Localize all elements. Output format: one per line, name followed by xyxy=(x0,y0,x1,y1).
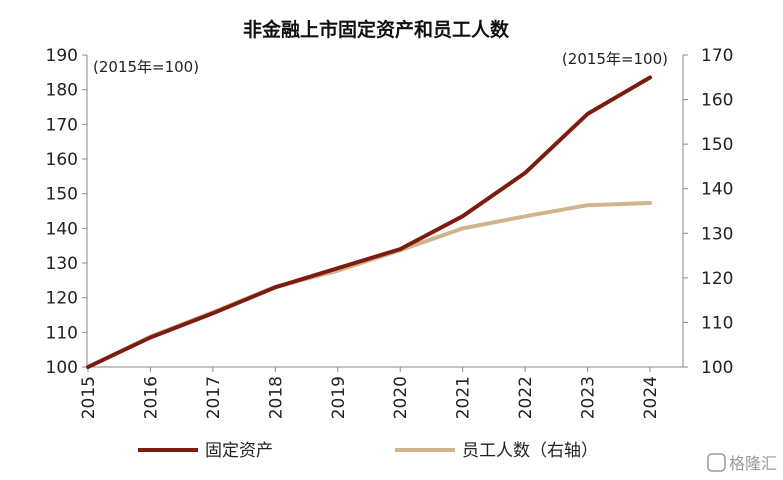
right-tick-label: 100 xyxy=(701,358,733,378)
left-tick-label: 150 xyxy=(46,185,78,205)
left-tick-label: 110 xyxy=(46,323,78,343)
right-unit-note: (2015年=100) xyxy=(562,50,668,68)
right-axis-ticks: 100 110 120 130 140 150 160 170 xyxy=(683,46,733,378)
right-tick-label: 140 xyxy=(701,180,733,200)
watermark-logo-icon xyxy=(707,453,726,472)
x-tick-label: 2018 xyxy=(266,376,286,419)
left-tick-label: 170 xyxy=(46,115,78,135)
x-tick-label: 2015 xyxy=(79,376,99,419)
series-layer xyxy=(86,75,652,369)
legend-label-fixed-assets: 固定资产 xyxy=(205,441,273,461)
right-tick-label: 160 xyxy=(701,91,733,111)
left-tick-label: 160 xyxy=(46,150,78,170)
legend: 固定资产 员工人数（右轴） xyxy=(138,441,598,461)
watermark: 格隆汇 xyxy=(707,453,777,473)
right-tick-label: 120 xyxy=(701,269,733,289)
right-tick-label: 130 xyxy=(701,224,733,244)
x-axis-ticks: 2015 2016 2017 2018 2019 2020 2021 2022 2023 2024 xyxy=(79,367,661,419)
fixed-assets-line xyxy=(86,75,652,369)
legend-label-employees: 员工人数（右轴） xyxy=(462,441,598,461)
x-tick-label: 2024 xyxy=(641,376,661,419)
left-tick-label: 180 xyxy=(46,81,78,101)
chart-title: 非金融上市固定资产和员工人数 xyxy=(243,18,510,41)
left-unit-note: (2015年=100) xyxy=(93,58,199,76)
left-tick-label: 100 xyxy=(46,358,78,378)
x-tick-label: 2020 xyxy=(391,376,411,419)
x-tick-label: 2019 xyxy=(329,376,349,419)
watermark-text: 格隆汇 xyxy=(729,454,777,473)
x-tick-label: 2017 xyxy=(204,376,224,419)
left-tick-label: 140 xyxy=(46,219,78,239)
left-axis-ticks: 100 110 120 130 140 150 160 170 180 190 xyxy=(46,46,87,378)
right-tick-label: 170 xyxy=(701,46,733,66)
left-tick-label: 120 xyxy=(46,289,78,309)
right-tick-label: 150 xyxy=(701,135,733,155)
left-tick-label: 190 xyxy=(46,46,78,66)
x-tick-label: 2022 xyxy=(516,376,536,419)
x-tick-label: 2016 xyxy=(141,376,161,419)
x-tick-label: 2023 xyxy=(579,376,599,419)
x-tick-label: 2021 xyxy=(454,376,474,419)
employees-line xyxy=(86,201,652,369)
right-tick-label: 110 xyxy=(701,313,733,333)
left-tick-label: 130 xyxy=(46,254,78,274)
